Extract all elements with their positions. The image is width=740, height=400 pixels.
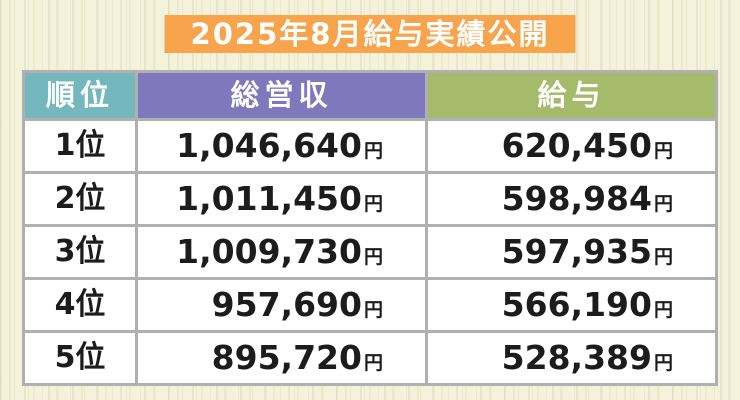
revenue-value: 1,011,450 <box>176 179 362 218</box>
header-revenue: 総営収 <box>138 73 425 118</box>
title-banner: 2025年8月給与実績公開 <box>164 15 576 53</box>
salary-cell: 566,190 円 <box>428 280 715 330</box>
salary-value: 597,935 <box>501 232 652 271</box>
salary-cell: 598,984 円 <box>428 174 715 224</box>
yen-unit: 円 <box>653 140 673 162</box>
salary-value: 598,984 <box>501 179 652 218</box>
rank-cell: 5位 <box>25 333 135 383</box>
yen-unit: 円 <box>653 299 673 321</box>
revenue-cell: 957,690 円 <box>138 280 425 330</box>
salary-cell: 597,935 円 <box>428 227 715 277</box>
yen-unit: 円 <box>363 299 383 321</box>
ranking-table: 順位 総営収 給与 1位 1,046,640 円 620,450 円 2位 1,01… <box>22 70 718 386</box>
rank-cell: 3位 <box>25 227 135 277</box>
yen-unit: 円 <box>363 246 383 268</box>
yen-unit: 円 <box>363 193 383 215</box>
revenue-value: 1,009,730 <box>176 232 362 271</box>
yen-unit: 円 <box>653 246 673 268</box>
revenue-cell: 1,046,640 円 <box>138 121 425 171</box>
revenue-cell: 1,011,450 円 <box>138 174 425 224</box>
salary-cell: 528,389 円 <box>428 333 715 383</box>
rank-cell: 2位 <box>25 174 135 224</box>
yen-unit: 円 <box>363 140 383 162</box>
rank-cell: 1位 <box>25 121 135 171</box>
page-title: 2025年8月給与実績公開 <box>190 17 550 51</box>
yen-unit: 円 <box>653 193 673 215</box>
header-salary: 給与 <box>428 73 715 118</box>
salary-cell: 620,450 円 <box>428 121 715 171</box>
salary-value: 566,190 <box>501 285 652 324</box>
header-rank: 順位 <box>25 73 135 118</box>
revenue-cell: 895,720 円 <box>138 333 425 383</box>
revenue-value: 1,046,640 <box>176 126 362 165</box>
yen-unit: 円 <box>653 352 673 374</box>
revenue-value: 895,720 <box>211 338 362 377</box>
revenue-value: 957,690 <box>211 285 362 324</box>
revenue-cell: 1,009,730 円 <box>138 227 425 277</box>
rank-cell: 4位 <box>25 280 135 330</box>
salary-value: 528,389 <box>501 338 652 377</box>
yen-unit: 円 <box>363 352 383 374</box>
salary-value: 620,450 <box>501 126 652 165</box>
